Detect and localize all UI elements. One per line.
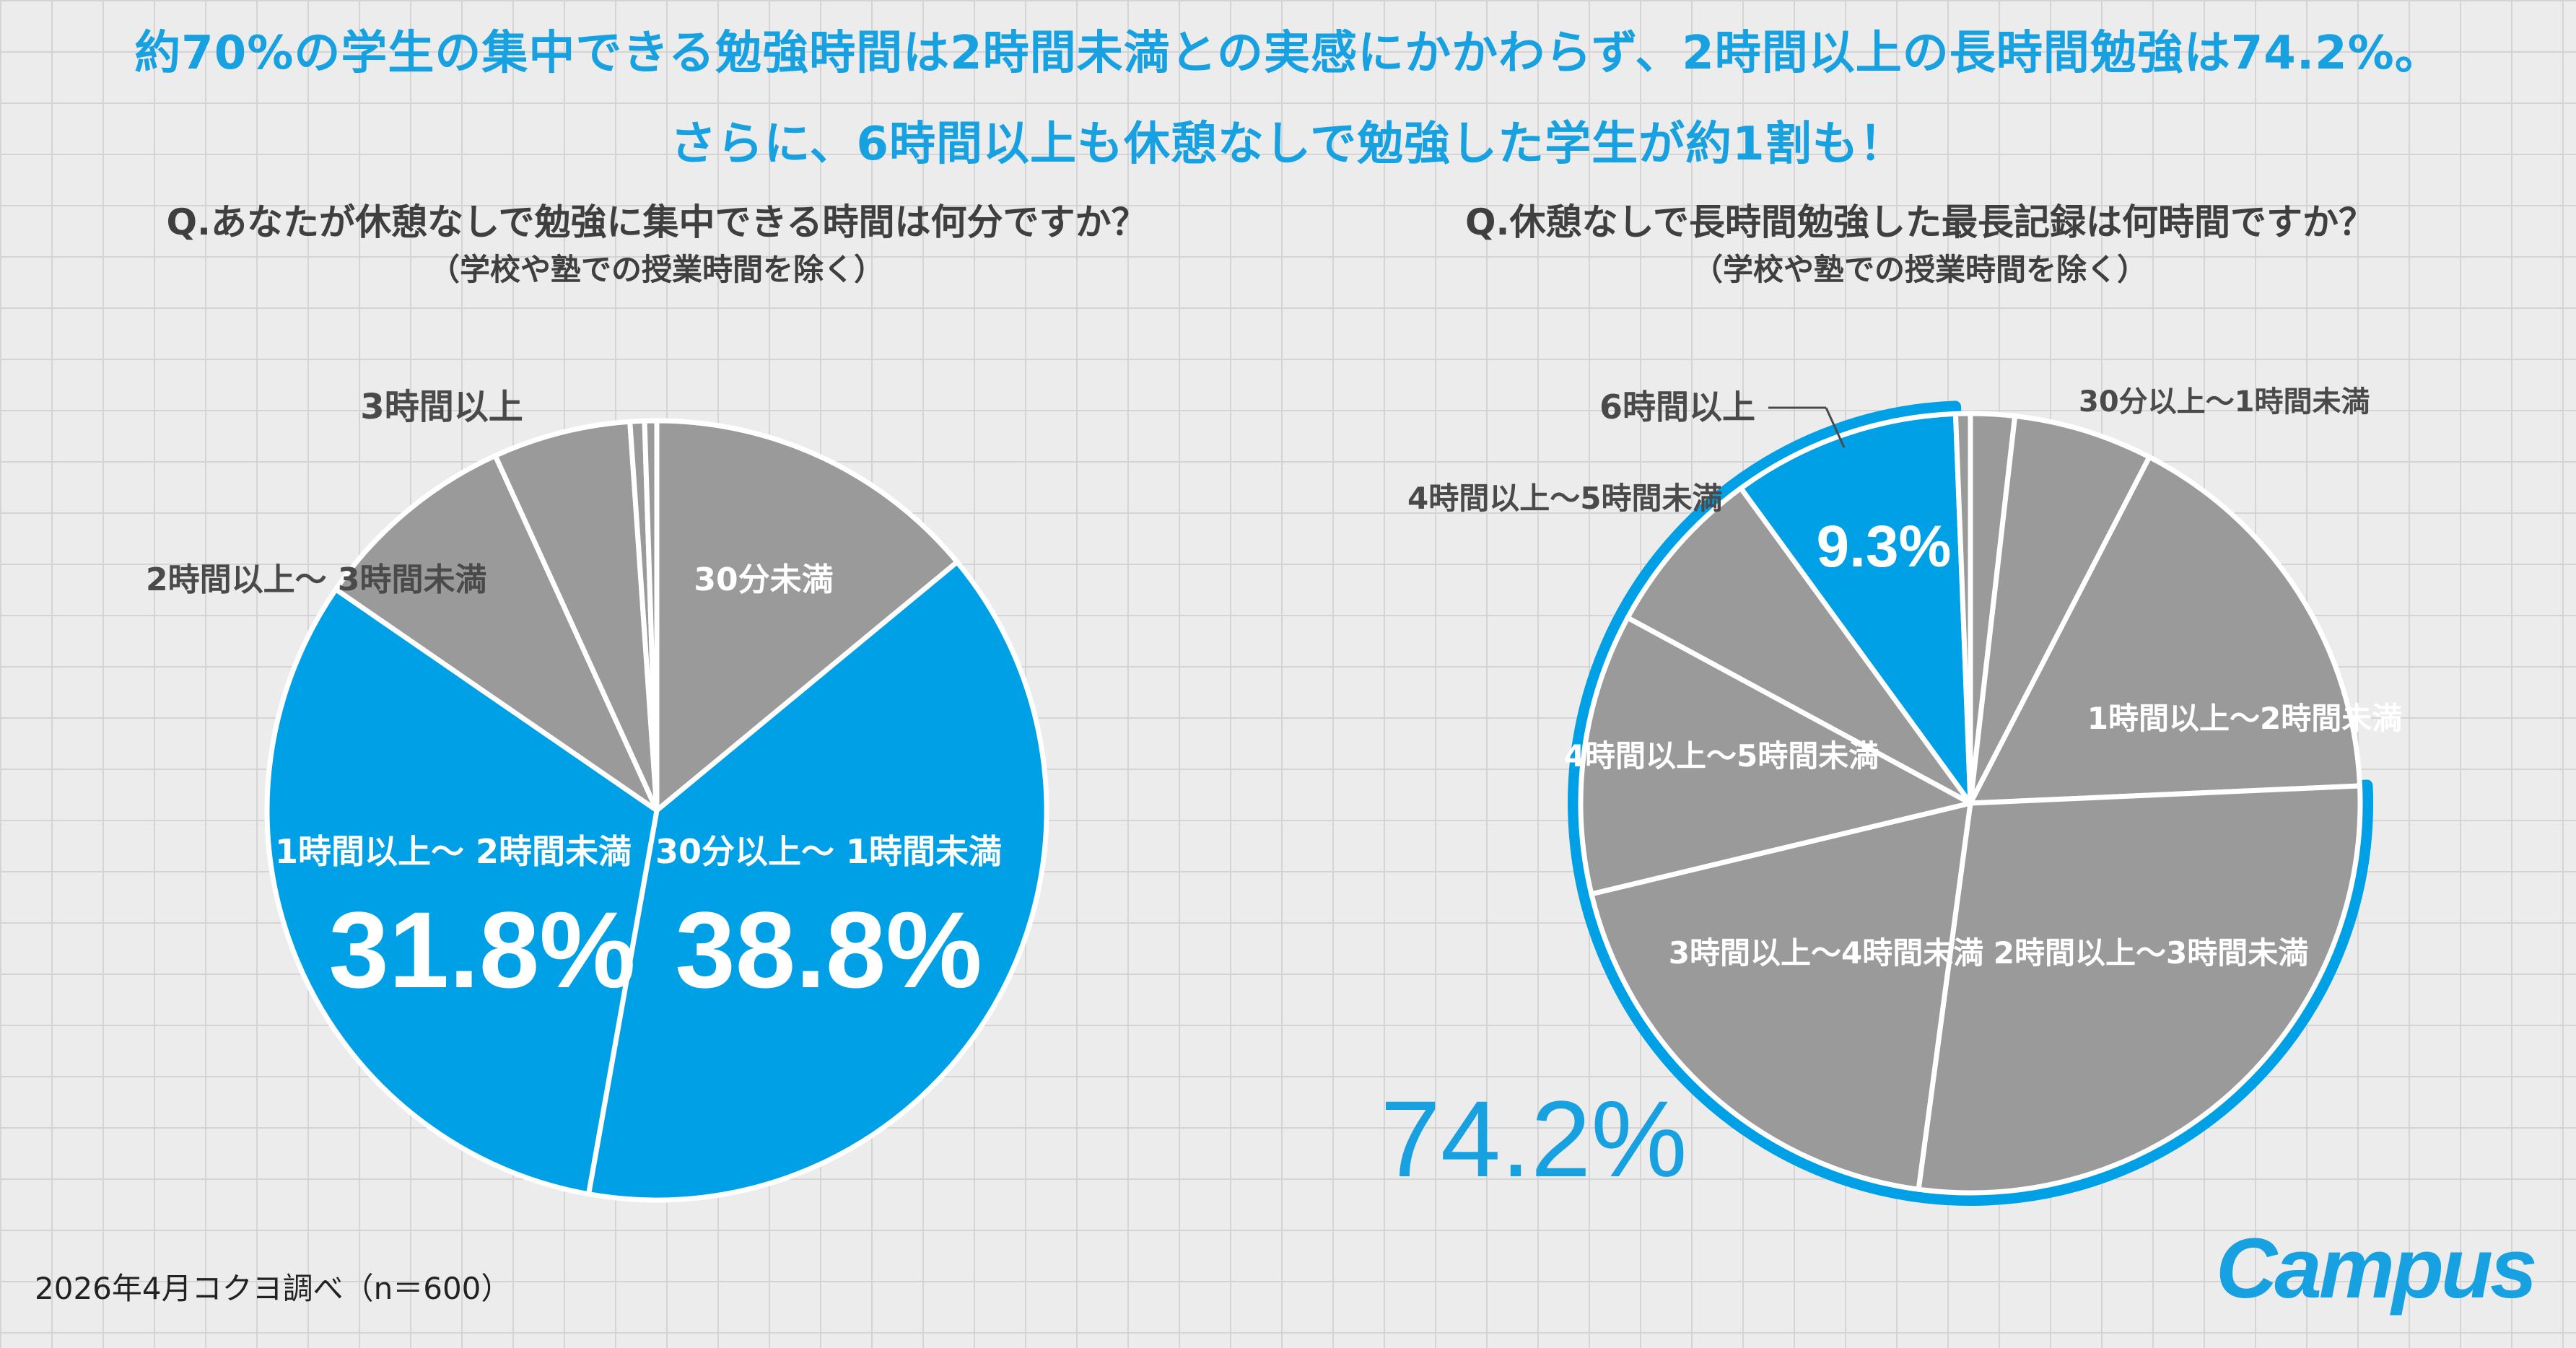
headline-line-2: さらに、6時間以上も休憩なしで勉強した学生が約1割も！ [670, 118, 1906, 171]
chart-2-6h-leader-line-2 [1825, 407, 1846, 448]
chart-2-slice-6 [1625, 486, 1973, 806]
chart-2-label-4-5h: 4時間以上〜5時間未満 [1564, 738, 1879, 774]
chart-1-slice-3 [333, 453, 660, 813]
headline-line-1: 約70%の学生の集中できる勉強時間は2時間未満との実感にかかわらず、2時間以上の… [134, 27, 2442, 80]
chart-2-label-6h-plus: 6時間以上 [1599, 388, 1755, 426]
chart-1-label-lt30m: 30分未満 [694, 561, 833, 598]
chart-1-slice-2 [264, 587, 660, 1197]
chart-2-title: Q.休憩なしで長時間勉強した最長記録は何時間ですか？ [1465, 201, 2375, 243]
chart-2-callout-74-2: 74.2% [1380, 1078, 1687, 1199]
chart-1-subtitle: （学校や塾での授業時間を除く） [429, 252, 884, 287]
chart-1-label-2-3h: 2時間以上〜 3時間未満 [146, 561, 487, 598]
chart-2-slice-5 [1578, 615, 1973, 897]
chart-2-slice-7 [1738, 411, 1973, 806]
chart-1-slice-4 [492, 419, 660, 813]
chart-1-callout-38-8: 38.8% [675, 889, 982, 1010]
survey-source-footnote: 2026年4月コクヨ調べ（n＝600） [35, 1271, 512, 1306]
pie-chart-1 [264, 418, 1049, 1203]
pie-chart-2 [1578, 411, 2363, 1196]
chart-1-slice-1 [586, 559, 1049, 1203]
chart-2-label-1-2h: 1時間以上〜2時間未満 [2087, 701, 2402, 736]
chart-2-label-30m-1h: 30分以上〜1時間未満 [2079, 385, 2370, 419]
chart-1-title: Q.あなたが休憩なしで勉強に集中できる時間は何分ですか？ [166, 201, 1148, 243]
chart-2-callout-9-3: 9.3% [1817, 514, 1952, 579]
chart-2-label-3-4h: 3時間以上〜4時間未満 [1669, 935, 1983, 971]
chart-2-slice-2 [1968, 454, 2362, 806]
campus-logo: Campus [2216, 1221, 2538, 1316]
chart-1-slice-6 [642, 418, 660, 813]
chart-2-slice-1 [1968, 413, 2152, 806]
chart-1-slice-0 [654, 418, 960, 813]
chart-1-label-3h-plus: 3時間以上 [360, 387, 523, 427]
chart-1-callout-31-8: 31.8% [328, 889, 635, 1010]
chart-2-slice-3 [1916, 783, 2363, 1196]
chart-1-label-30m-1h: 30分以上〜 1時間未満 [655, 832, 1002, 871]
chart-2-label-2-3h: 2時間以上〜3時間未満 [1994, 935, 2308, 971]
chart-2-subtitle: （学校や塾での授業時間を除く） [1692, 252, 2147, 287]
chart-1-label-1-2h: 1時間以上〜 2時間未満 [275, 832, 632, 871]
chart-2-slice-8 [1952, 411, 1973, 806]
chart-2-slice-4 [1589, 800, 1973, 1192]
chart-2-label-4-5h-outside: 4時間以上〜5時間未満 [1407, 481, 1722, 516]
